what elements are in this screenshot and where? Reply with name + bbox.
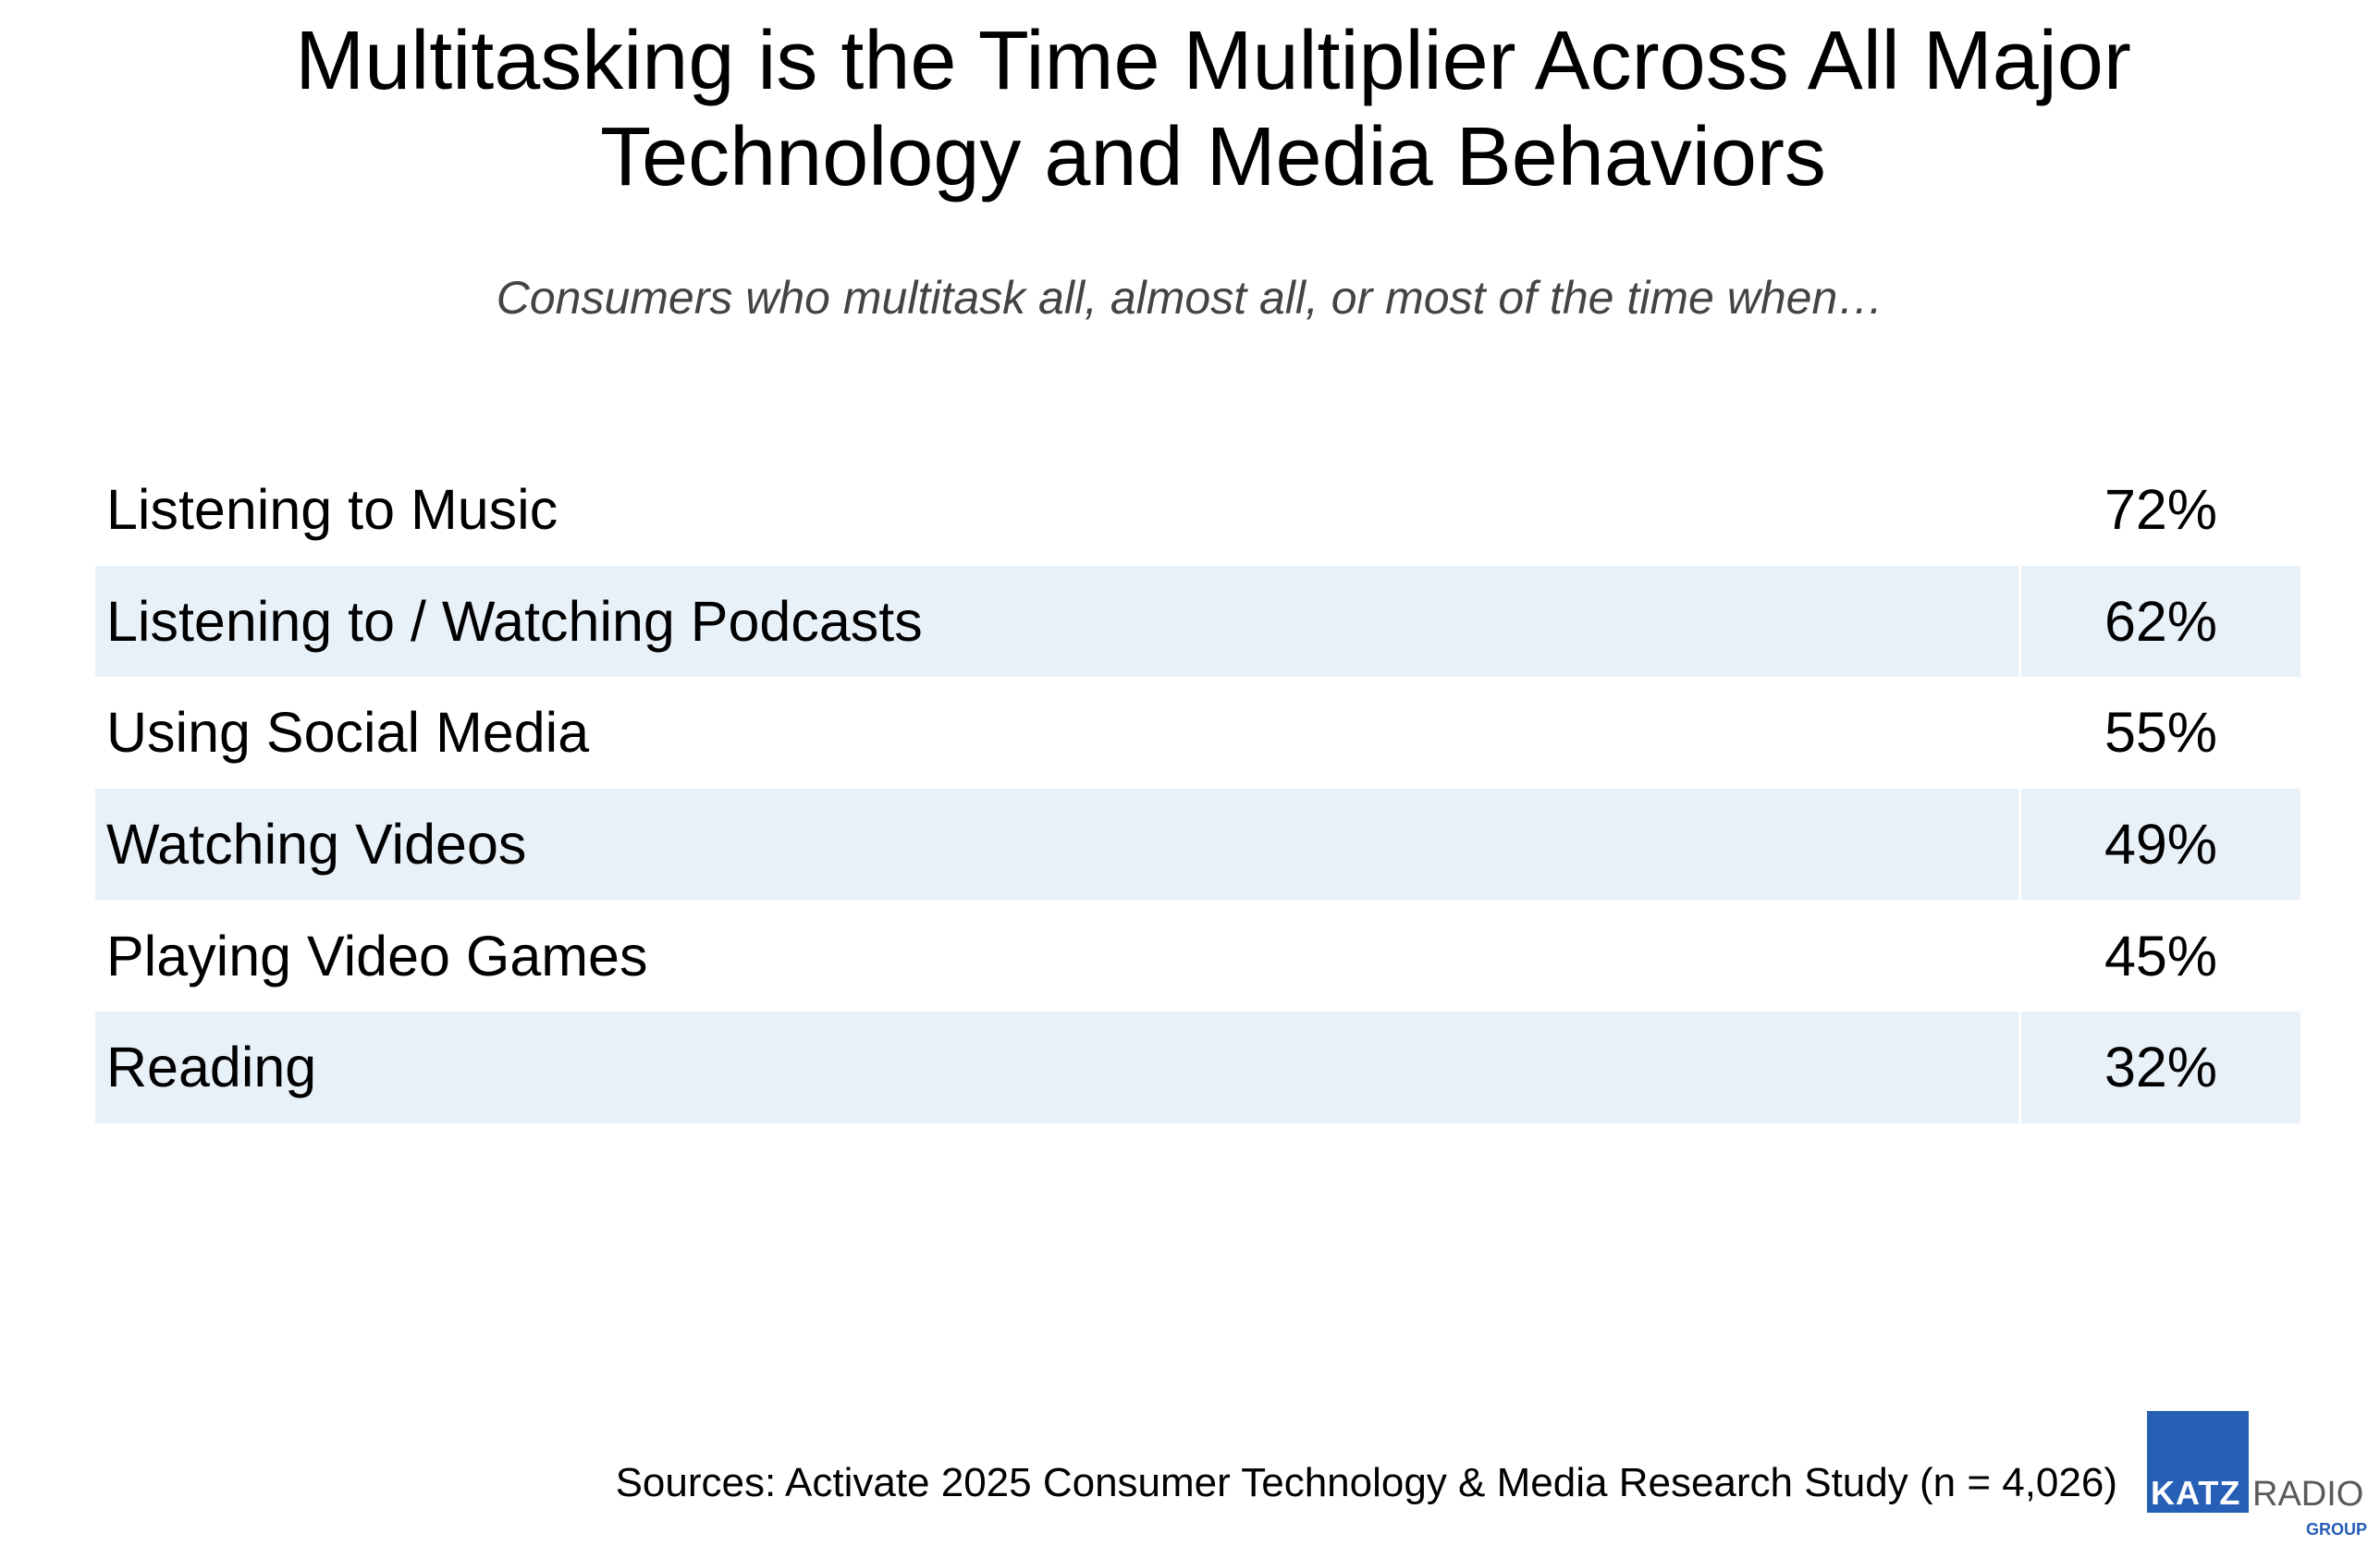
katz-radio-group-logo: KATZ RADIO GROUP (2147, 1411, 2378, 1544)
row-value: 55% (2104, 701, 2218, 765)
row-label: Using Social Media (106, 701, 590, 765)
row-label: Listening to Music (106, 478, 558, 542)
table-row: Using Social Media 55% (95, 677, 2300, 789)
row-label: Reading (106, 1036, 317, 1099)
title-line-2: Technology and Media Behaviors (600, 111, 1826, 203)
table-row: Listening to / Watching Podcasts 62% (95, 565, 2300, 678)
logo-katz: KATZ (2151, 1474, 2241, 1512)
sources-note: Sources: Activate 2025 Consumer Technolo… (615, 1460, 2117, 1505)
row-label: Watching Videos (106, 813, 527, 877)
row-value: 32% (2104, 1036, 2218, 1099)
row-label: Listening to / Watching Podcasts (106, 589, 923, 653)
row-label: Playing Video Games (106, 924, 648, 988)
row-value: 72% (2104, 478, 2218, 542)
logo-box (2147, 1411, 2249, 1513)
logo-radio: RADIO (2252, 1475, 2364, 1514)
data-table: Listening to Music 72% Listening to / Watc… (95, 454, 2300, 1123)
row-value: 45% (2104, 924, 2218, 988)
table-row: Watching Videos 49% (95, 788, 2300, 901)
row-value: 62% (2104, 589, 2218, 653)
row-value: 49% (2104, 813, 2218, 877)
table-row: Playing Video Games 45% (95, 900, 2300, 1012)
chart-title: Multitasking is the Time Multiplier Acro… (0, 13, 2380, 205)
column-divider (2018, 1011, 2021, 1123)
logo-group: GROUP (2306, 1520, 2368, 1539)
chart-subtitle: Consumers who multitask all, almost all,… (496, 272, 1884, 324)
column-divider (2018, 788, 2021, 901)
table-row: Reading 32% (95, 1011, 2300, 1123)
table-row: Listening to Music 72% (95, 454, 2300, 566)
title-line-1: Multitasking is the Time Multiplier Acro… (295, 15, 2131, 107)
column-divider (2018, 565, 2021, 678)
